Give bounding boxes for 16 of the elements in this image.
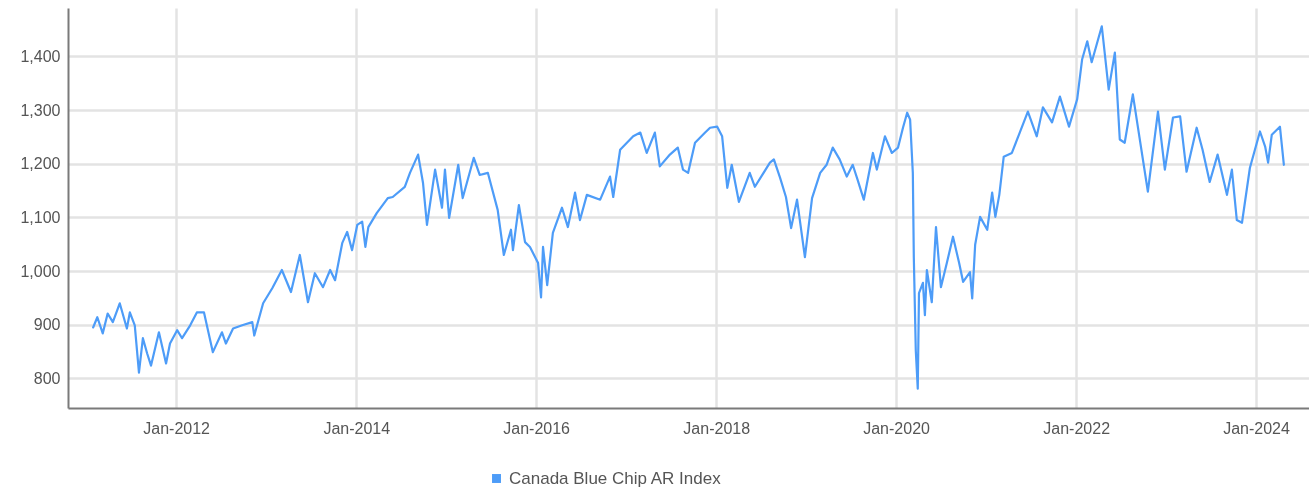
x-tick-label: Jan-2022 xyxy=(1043,419,1111,437)
x-tick-label: Jan-2020 xyxy=(863,419,931,437)
x-tick-label: Jan-2012 xyxy=(143,419,211,437)
y-tick-label: 1,100 xyxy=(20,208,61,226)
line-series xyxy=(92,25,1285,390)
y-tick-label: 1,300 xyxy=(20,101,61,119)
y-tick-label: 1,400 xyxy=(20,47,61,65)
y-tick-label: 900 xyxy=(33,316,61,334)
legend-label: Canada Blue Chip AR Index xyxy=(509,468,722,488)
y-tick-label: 800 xyxy=(33,369,61,387)
x-tick-label: Jan-2016 xyxy=(503,419,571,437)
x-tick-label: Jan-2014 xyxy=(323,419,391,437)
x-tick-label: Jan-2018 xyxy=(683,419,751,437)
y-tick-label: 1,200 xyxy=(20,155,61,173)
y-tick-label: 1,000 xyxy=(20,262,61,280)
x-tick-label: Jan-2024 xyxy=(1223,419,1290,437)
